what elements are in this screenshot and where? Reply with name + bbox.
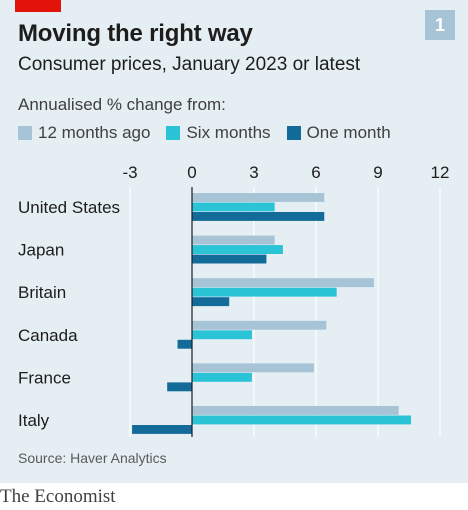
legend-item-six-months: Six months xyxy=(166,123,271,143)
source-note: Source: Haver Analytics xyxy=(18,450,167,466)
bar xyxy=(192,245,283,254)
bar xyxy=(167,382,192,392)
chart-number-badge: 1 xyxy=(425,10,455,40)
chart-subtitle: Consumer prices, January 2023 or latest xyxy=(18,54,361,75)
category-label: Britain xyxy=(18,283,66,302)
category-label: Japan xyxy=(18,241,64,260)
x-tick-label: -3 xyxy=(122,163,137,182)
bar xyxy=(192,235,275,245)
bar xyxy=(192,297,230,307)
x-tick-label: 12 xyxy=(431,163,450,182)
bar xyxy=(177,339,192,349)
legend-item-one-month: One month xyxy=(286,123,391,143)
bar xyxy=(192,415,412,425)
legend-swatch-12-months xyxy=(18,126,32,140)
bar xyxy=(192,254,267,264)
legend-label-12-months: 12 months ago xyxy=(38,123,151,142)
chart-title: Moving the right way xyxy=(18,20,253,47)
publisher-brand: The Economist xyxy=(0,486,116,507)
legend-label-one-month: One month xyxy=(306,123,391,142)
bar xyxy=(132,425,192,434)
legend-item-12-months: 12 months ago xyxy=(18,123,150,143)
brand-red-tab xyxy=(15,0,61,12)
category-label: United States xyxy=(18,198,120,217)
bar xyxy=(192,278,374,288)
bar xyxy=(192,193,325,202)
bar xyxy=(192,287,337,297)
legend-swatch-one-month xyxy=(286,126,301,140)
x-tick-label: 0 xyxy=(187,163,196,182)
legend: 12 months ago Six months One month xyxy=(18,123,407,143)
bar-chart: -3 0 3 6 9 12 United States Japan Britain Canada F… xyxy=(18,163,450,437)
x-tick-label: 9 xyxy=(373,163,382,182)
legend-label-six-months: Six months xyxy=(186,123,271,142)
bar xyxy=(192,212,325,221)
bar xyxy=(192,320,327,330)
bar xyxy=(192,372,252,382)
legend-title: Annualised % change from: xyxy=(18,95,226,114)
legend-swatch-six-months xyxy=(166,126,181,140)
bar xyxy=(192,406,399,415)
bar xyxy=(192,330,252,340)
bar xyxy=(192,363,314,373)
x-tick-label: 3 xyxy=(249,163,258,182)
x-tick-label: 6 xyxy=(311,163,320,182)
category-label: Canada xyxy=(18,326,78,345)
category-label: Italy xyxy=(18,411,50,430)
category-label: France xyxy=(18,368,71,387)
bar xyxy=(192,202,275,212)
